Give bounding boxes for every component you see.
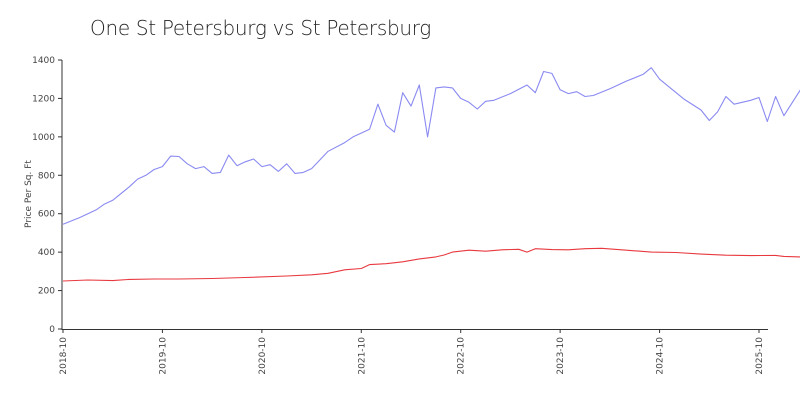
series-line-2 bbox=[62, 247, 800, 282]
y-tick-label: 0 bbox=[49, 325, 55, 335]
x-tick-label: 2018-10 bbox=[59, 337, 69, 375]
x-tick-label: 2024-10 bbox=[656, 337, 666, 375]
y-axis-label: Price Per Sq. Ft bbox=[24, 160, 34, 228]
chart-title: One St Petersburg vs St Petersburg bbox=[90, 16, 432, 40]
x-tick-label: 2025-10 bbox=[755, 337, 765, 375]
x-axis: 2018-10 2019-10 2020-10 2021-10 2022-10 2023-… bbox=[59, 329, 768, 375]
y-tick-label: 200 bbox=[38, 287, 55, 297]
y-tick-label: 1400 bbox=[32, 56, 55, 66]
y-tick-label: 800 bbox=[38, 171, 55, 181]
y-axis: 0 200 400 600 800 1000 1200 1400 bbox=[32, 56, 63, 335]
series-line-1 bbox=[62, 67, 800, 225]
series-layer bbox=[62, 67, 800, 282]
y-tick-label: 1200 bbox=[32, 94, 55, 104]
y-tick-label: 600 bbox=[38, 210, 55, 220]
y-tick-label: 400 bbox=[38, 248, 55, 258]
x-tick-label: 2022-10 bbox=[457, 337, 467, 375]
x-tick-label: 2021-10 bbox=[357, 337, 367, 375]
x-tick-label: 2023-10 bbox=[556, 337, 566, 375]
x-tick-label: 2019-10 bbox=[158, 337, 168, 375]
x-tick-label: 2020-10 bbox=[258, 337, 268, 375]
y-tick-label: 1000 bbox=[32, 133, 55, 143]
